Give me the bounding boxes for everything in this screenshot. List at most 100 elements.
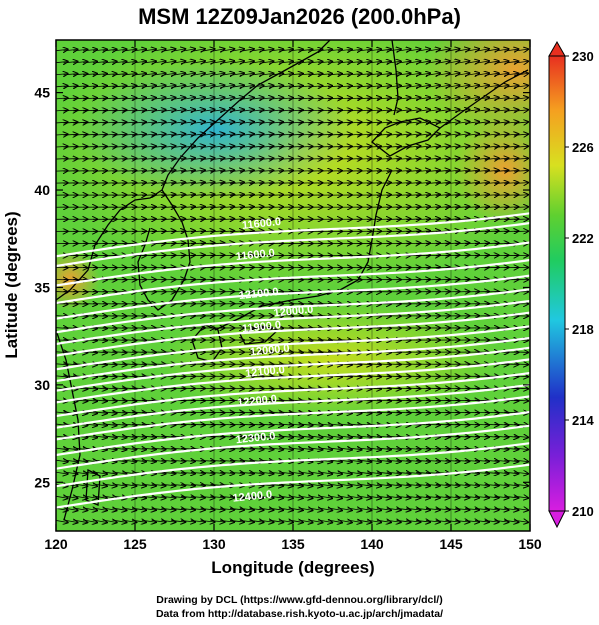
wind-arrow [161,134,175,136]
wind-arrow [171,496,185,497]
wind-arrow [210,134,224,136]
wind-arrow [171,61,185,63]
wind-arrow [161,508,175,510]
wind-arrow [122,472,136,474]
wind-arrow [230,448,244,449]
wind-arrow [112,364,127,365]
wind-arrow [112,146,127,147]
wind-arrow [132,484,146,486]
wind-arrow [161,182,175,183]
wind-arrow [132,424,146,425]
wind-arrow [190,158,205,160]
colorbar-tick-label: 218 [572,322,594,337]
wind-arrow [102,472,117,474]
wind-arrow [132,207,146,208]
wind-arrow [141,460,156,461]
wind-arrow [63,86,78,87]
wind-arrow [151,73,166,75]
wind-arrow [181,122,195,124]
wind-arrow [181,508,195,509]
wind-arrow [161,484,175,485]
wind-arrow [239,146,254,148]
wind-arrow [230,472,244,473]
wind-arrow [132,400,146,401]
wind-arrow [141,183,156,184]
wind-arrow [83,62,97,63]
wind-arrow [141,484,156,486]
wind-arrow [230,110,244,112]
wind-arrow [83,400,97,402]
wind-arrow [190,49,205,52]
wind-arrow [200,496,215,497]
wind-arrow [141,158,156,159]
wind-arrow [102,400,117,401]
wind-arrow [102,316,117,317]
wind-arrow [151,158,166,159]
wind-arrow [112,424,127,426]
colorbar: 210 214 218 222 226 230 [548,40,594,529]
wind-arrow [63,472,78,474]
wind-arrow [92,352,107,353]
wind-arrow [249,496,264,498]
wind-arrow [112,400,127,401]
wind-arrow [249,400,264,401]
wind-arrow [83,86,97,87]
wind-arrow [102,436,117,438]
wind-arrow [190,194,205,195]
wind-arrow [161,73,175,75]
wind-arrow [249,376,264,377]
wind-arrow [161,496,175,497]
wind-arrow [239,472,254,473]
wind-arrow [83,74,97,75]
wind-arrow [63,460,78,462]
wind-arrow [112,388,127,389]
wind-arrow [102,424,117,426]
wind-arrow [230,85,244,87]
wind-arrow [141,170,156,171]
field-cool-region [75,60,355,200]
wind-arrow [92,86,107,87]
plot-area: 11600.011600.012100.012000.011900.012000… [56,40,530,531]
wind-arrow [132,460,146,462]
wind-arrow [230,61,244,63]
wind-arrow [239,424,254,425]
wind-arrow [181,472,195,473]
wind-arrow [181,460,195,461]
wind-arrow [92,388,107,389]
wind-arrow [220,472,234,473]
wind-arrow [92,303,107,304]
wind-arrow [200,219,215,220]
wind-arrow [220,436,234,437]
coast-kurils [439,69,529,129]
wind-arrow [161,460,175,461]
colorbar-bottom-triangle [548,510,566,529]
wind-arrow [132,448,146,449]
wind-arrow [161,195,175,196]
wind-arrow [132,86,146,88]
wind-arrow [112,484,127,486]
wind-arrow [239,388,254,389]
wind-arrow [102,376,117,377]
wind-arrow [249,448,264,449]
wind-arrow [210,521,224,522]
wind-arrow [171,194,185,195]
wind-arrow [63,496,78,498]
wind-arrow [73,303,87,304]
wind-arrow [122,61,136,63]
wind-arrow [141,219,156,220]
wind-arrow [132,508,146,510]
wind-arrow [92,74,107,75]
wind-arrow [190,472,205,473]
wind-arrow [210,182,224,183]
wind-arrow [141,508,156,510]
wind-arrow [63,122,78,123]
wind-arrow [112,110,127,111]
wind-arrow [151,520,166,522]
wind-arrow [181,134,195,136]
wind-arrow [151,49,166,51]
wind-arrow [92,472,107,474]
wind-arrow [63,291,78,292]
colorbar-tick-label: 226 [572,140,594,155]
colorbar-tick-label: 222 [572,231,594,246]
wind-arrow [132,520,146,522]
